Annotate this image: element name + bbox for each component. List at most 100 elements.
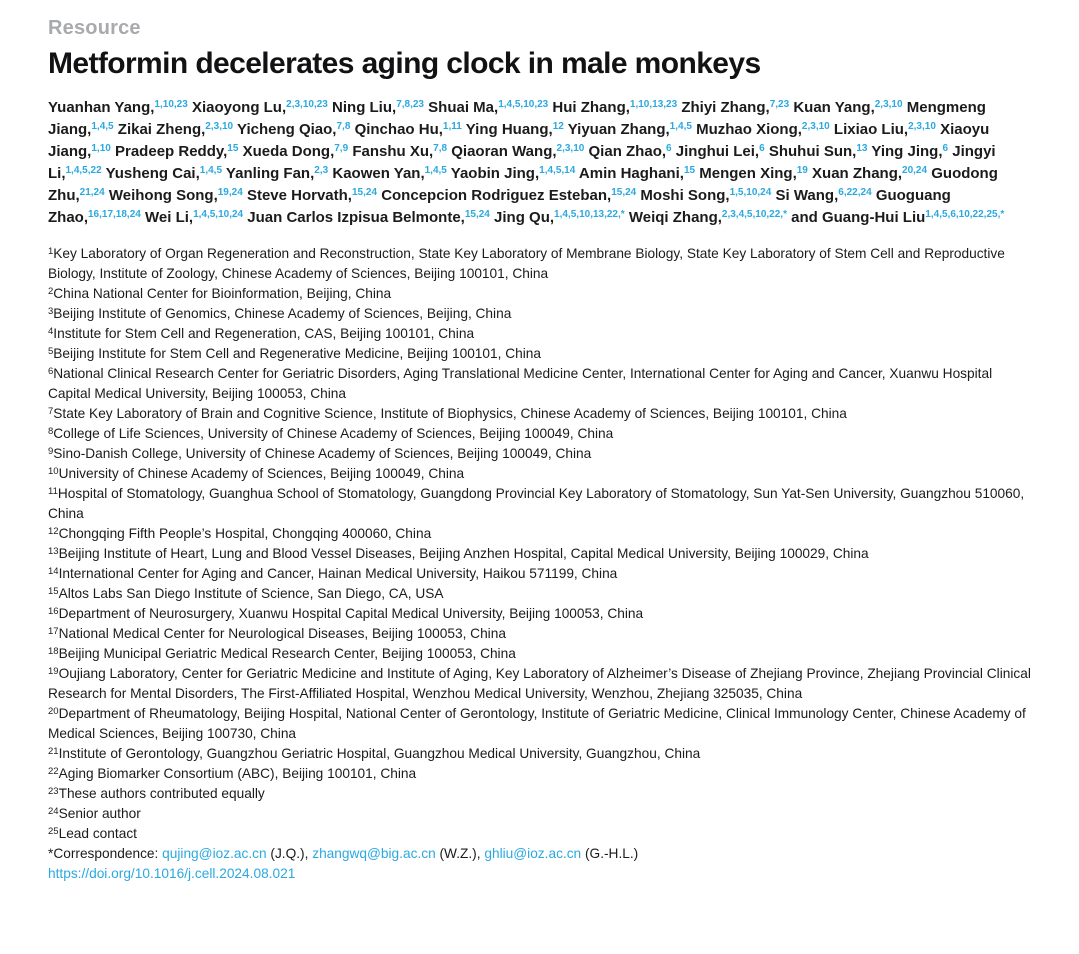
affiliation-item: 24Senior author — [48, 806, 141, 821]
affiliation-item: 9Sino-Danish College, University of Chin… — [48, 446, 592, 461]
author-affiliation-sup: 19 — [796, 165, 808, 176]
author: Steve Horvath,15,24 — [247, 187, 377, 204]
author-affiliation-sup: 6 — [942, 143, 949, 154]
author: Kaowen Yan,1,4,5 — [332, 165, 447, 182]
affiliation-number: 19 — [48, 666, 59, 677]
author: Hui Zhang,1,10,13,23 — [552, 99, 677, 116]
author: Yanling Fan,2,3 — [226, 165, 328, 182]
article-title: Metformin decelerates aging clock in mal… — [48, 47, 761, 80]
author-affiliation-sup: 1,4,5,10,23 — [498, 99, 549, 110]
affiliation-number: 13 — [48, 546, 59, 557]
affiliation-number: 14 — [48, 566, 59, 577]
author-name: Moshi Song, — [640, 187, 730, 204]
author-affiliation-sup: 7,8 — [433, 143, 448, 154]
author-affiliation-sup: 1,10,13,23 — [629, 99, 678, 110]
author-affiliation-sup: 2,3,4,5,10,22,* — [721, 209, 787, 220]
author: Xiaoyong Lu,2,3,10,23 — [192, 99, 328, 116]
author-name: Hui Zhang, — [552, 99, 630, 116]
article-header-page: Resource Metformin decelerates aging clo… — [48, 17, 1031, 884]
correspondence-email-link[interactable]: zhangwq@big.ac.cn — [312, 846, 436, 861]
author-name: Mengen Xing, — [699, 165, 797, 182]
affiliation-number: 10 — [48, 466, 59, 477]
affiliation-number: 20 — [48, 706, 59, 717]
author: Concepcion Rodriguez Esteban,15,24 — [381, 187, 636, 204]
author-affiliation-sup: 2,3,10 — [801, 121, 830, 132]
author-name: Yanling Fan, — [225, 165, 315, 182]
affiliation-item: 3Beijing Institute of Genomics, Chinese … — [48, 306, 512, 321]
affiliation-item: 21Institute of Gerontology, Guangzhou Ge… — [48, 746, 701, 761]
doi-link[interactable]: https://doi.org/10.1016/j.cell.2024.08.0… — [48, 866, 296, 881]
affiliation-item: 25Lead contact — [48, 826, 137, 841]
author-name: Jing Qu, — [494, 209, 555, 226]
author-affiliation-sup: 15,24 — [611, 187, 637, 198]
correspondence-email-link[interactable]: qujing@ioz.ac.cn — [162, 846, 267, 861]
author-affiliation-sup: 15 — [683, 165, 696, 176]
affiliation-number: 7 — [48, 406, 54, 417]
author-name: Steve Horvath, — [246, 187, 352, 204]
affiliation-number: 6 — [48, 366, 54, 377]
correspondence-email-link[interactable]: ghliu@ioz.ac.cn — [484, 846, 582, 861]
author-name: Weihong Song, — [108, 187, 218, 204]
author-affiliation-sup: 12 — [552, 121, 564, 132]
author-name: Xiaoyu Jiang, — [48, 121, 990, 160]
author-affiliation-sup: 1,10,23 — [154, 99, 188, 110]
author: Ning Liu,7,8,23 — [332, 99, 424, 116]
affiliation-number: 2 — [48, 286, 54, 297]
author: Jing Qu,1,4,5,10,13,22,* — [494, 209, 625, 226]
correspondence-line: *Correspondence: qujing@ioz.ac.cn (J.Q.)… — [48, 844, 1031, 864]
author-affiliation-sup: 1,4,5,6,10,22,25,* — [925, 209, 1005, 220]
correspondence-text: *Correspondence: — [48, 846, 163, 861]
author: Si Wang,6,22,24 — [775, 187, 871, 204]
author-affiliation-sup: 1,4,5,10,13,22,* — [554, 209, 625, 220]
author-name: Kuan Yang, — [793, 99, 875, 116]
affiliation-number: 21 — [48, 746, 59, 757]
author-affiliation-sup: 1,4,5 — [199, 165, 223, 176]
author-name: Yiyuan Zhang, — [567, 121, 670, 138]
author: Xuan Zhang,20,24 — [812, 165, 927, 182]
author: Ying Jing,6 — [871, 143, 948, 160]
author-affiliation-sup: 13 — [856, 143, 868, 154]
author-name: Yuanhan Yang, — [48, 99, 155, 116]
author-name: Weiqi Zhang, — [628, 209, 722, 226]
author: Ying Huang,12 — [466, 121, 564, 138]
author: Shuhui Sun,13 — [769, 143, 868, 160]
author: Lixiao Liu,2,3,10 — [834, 121, 936, 138]
author-affiliation-sup: 7,8 — [336, 121, 351, 132]
author-name: Fanshu Xu, — [352, 143, 434, 160]
author-affiliation-sup: 2,3,10 — [874, 99, 903, 110]
author-name: Shuhui Sun, — [768, 143, 857, 160]
author-affiliation-sup: 1,4,5,10,24 — [193, 209, 244, 220]
author-name: Wei Li, — [145, 209, 194, 226]
author-affiliation-sup: 2,3,10 — [556, 143, 585, 154]
author: Jinghui Lei,6 — [676, 143, 765, 160]
author: Yaobin Jing,1,4,5,14 — [451, 165, 576, 182]
author: Mengen Xing,19 — [699, 165, 808, 182]
author-affiliation-sup: 1,4,5 — [91, 121, 114, 132]
author: Weihong Song,19,24 — [109, 187, 243, 204]
affiliation-item: 14International Center for Aging and Can… — [48, 566, 618, 581]
affiliation-number: 15 — [48, 586, 59, 597]
author-name: Qian Zhao, — [588, 143, 667, 160]
affiliation-item: 2China National Center for Bioinformatio… — [48, 286, 392, 301]
author-name: Guodong Zhu, — [48, 165, 998, 204]
affiliation-item: 12Chongqing Fifth People’s Hospital, Cho… — [48, 526, 432, 541]
affiliation-number: 8 — [48, 426, 54, 437]
author-name: Guoguang Zhao, — [48, 187, 951, 226]
author-affiliation-sup: 16,17,18,24 — [88, 209, 141, 220]
author: Xiaoyu Jiang,1,10 — [48, 121, 989, 160]
author: Shuai Ma,1,4,5,10,23 — [428, 99, 548, 116]
author: Kuan Yang,2,3,10 — [793, 99, 902, 116]
author-affiliation-sup: 1,4,5 — [424, 165, 447, 176]
doi-line: https://doi.org/10.1016/j.cell.2024.08.0… — [48, 864, 1031, 884]
author-name: Si Wang, — [775, 187, 839, 204]
affiliation-number: 22 — [48, 766, 59, 777]
author-name: Ning Liu, — [332, 99, 397, 116]
author-name: Lixiao Liu, — [833, 121, 909, 138]
affiliation-list: 1Key Laboratory of Organ Regeneration an… — [48, 244, 1031, 844]
affiliation-item: 16Department of Neurosurgery, Xuanwu Hos… — [48, 606, 644, 621]
affiliation-number: 11 — [48, 486, 58, 497]
author: Pradeep Reddy,15 — [115, 143, 238, 160]
author-affiliation-sup: 1,10 — [91, 143, 111, 154]
author: Zikai Zheng,2,3,10 — [118, 121, 233, 138]
author: Wei Li,1,4,5,10,24 — [145, 209, 243, 226]
